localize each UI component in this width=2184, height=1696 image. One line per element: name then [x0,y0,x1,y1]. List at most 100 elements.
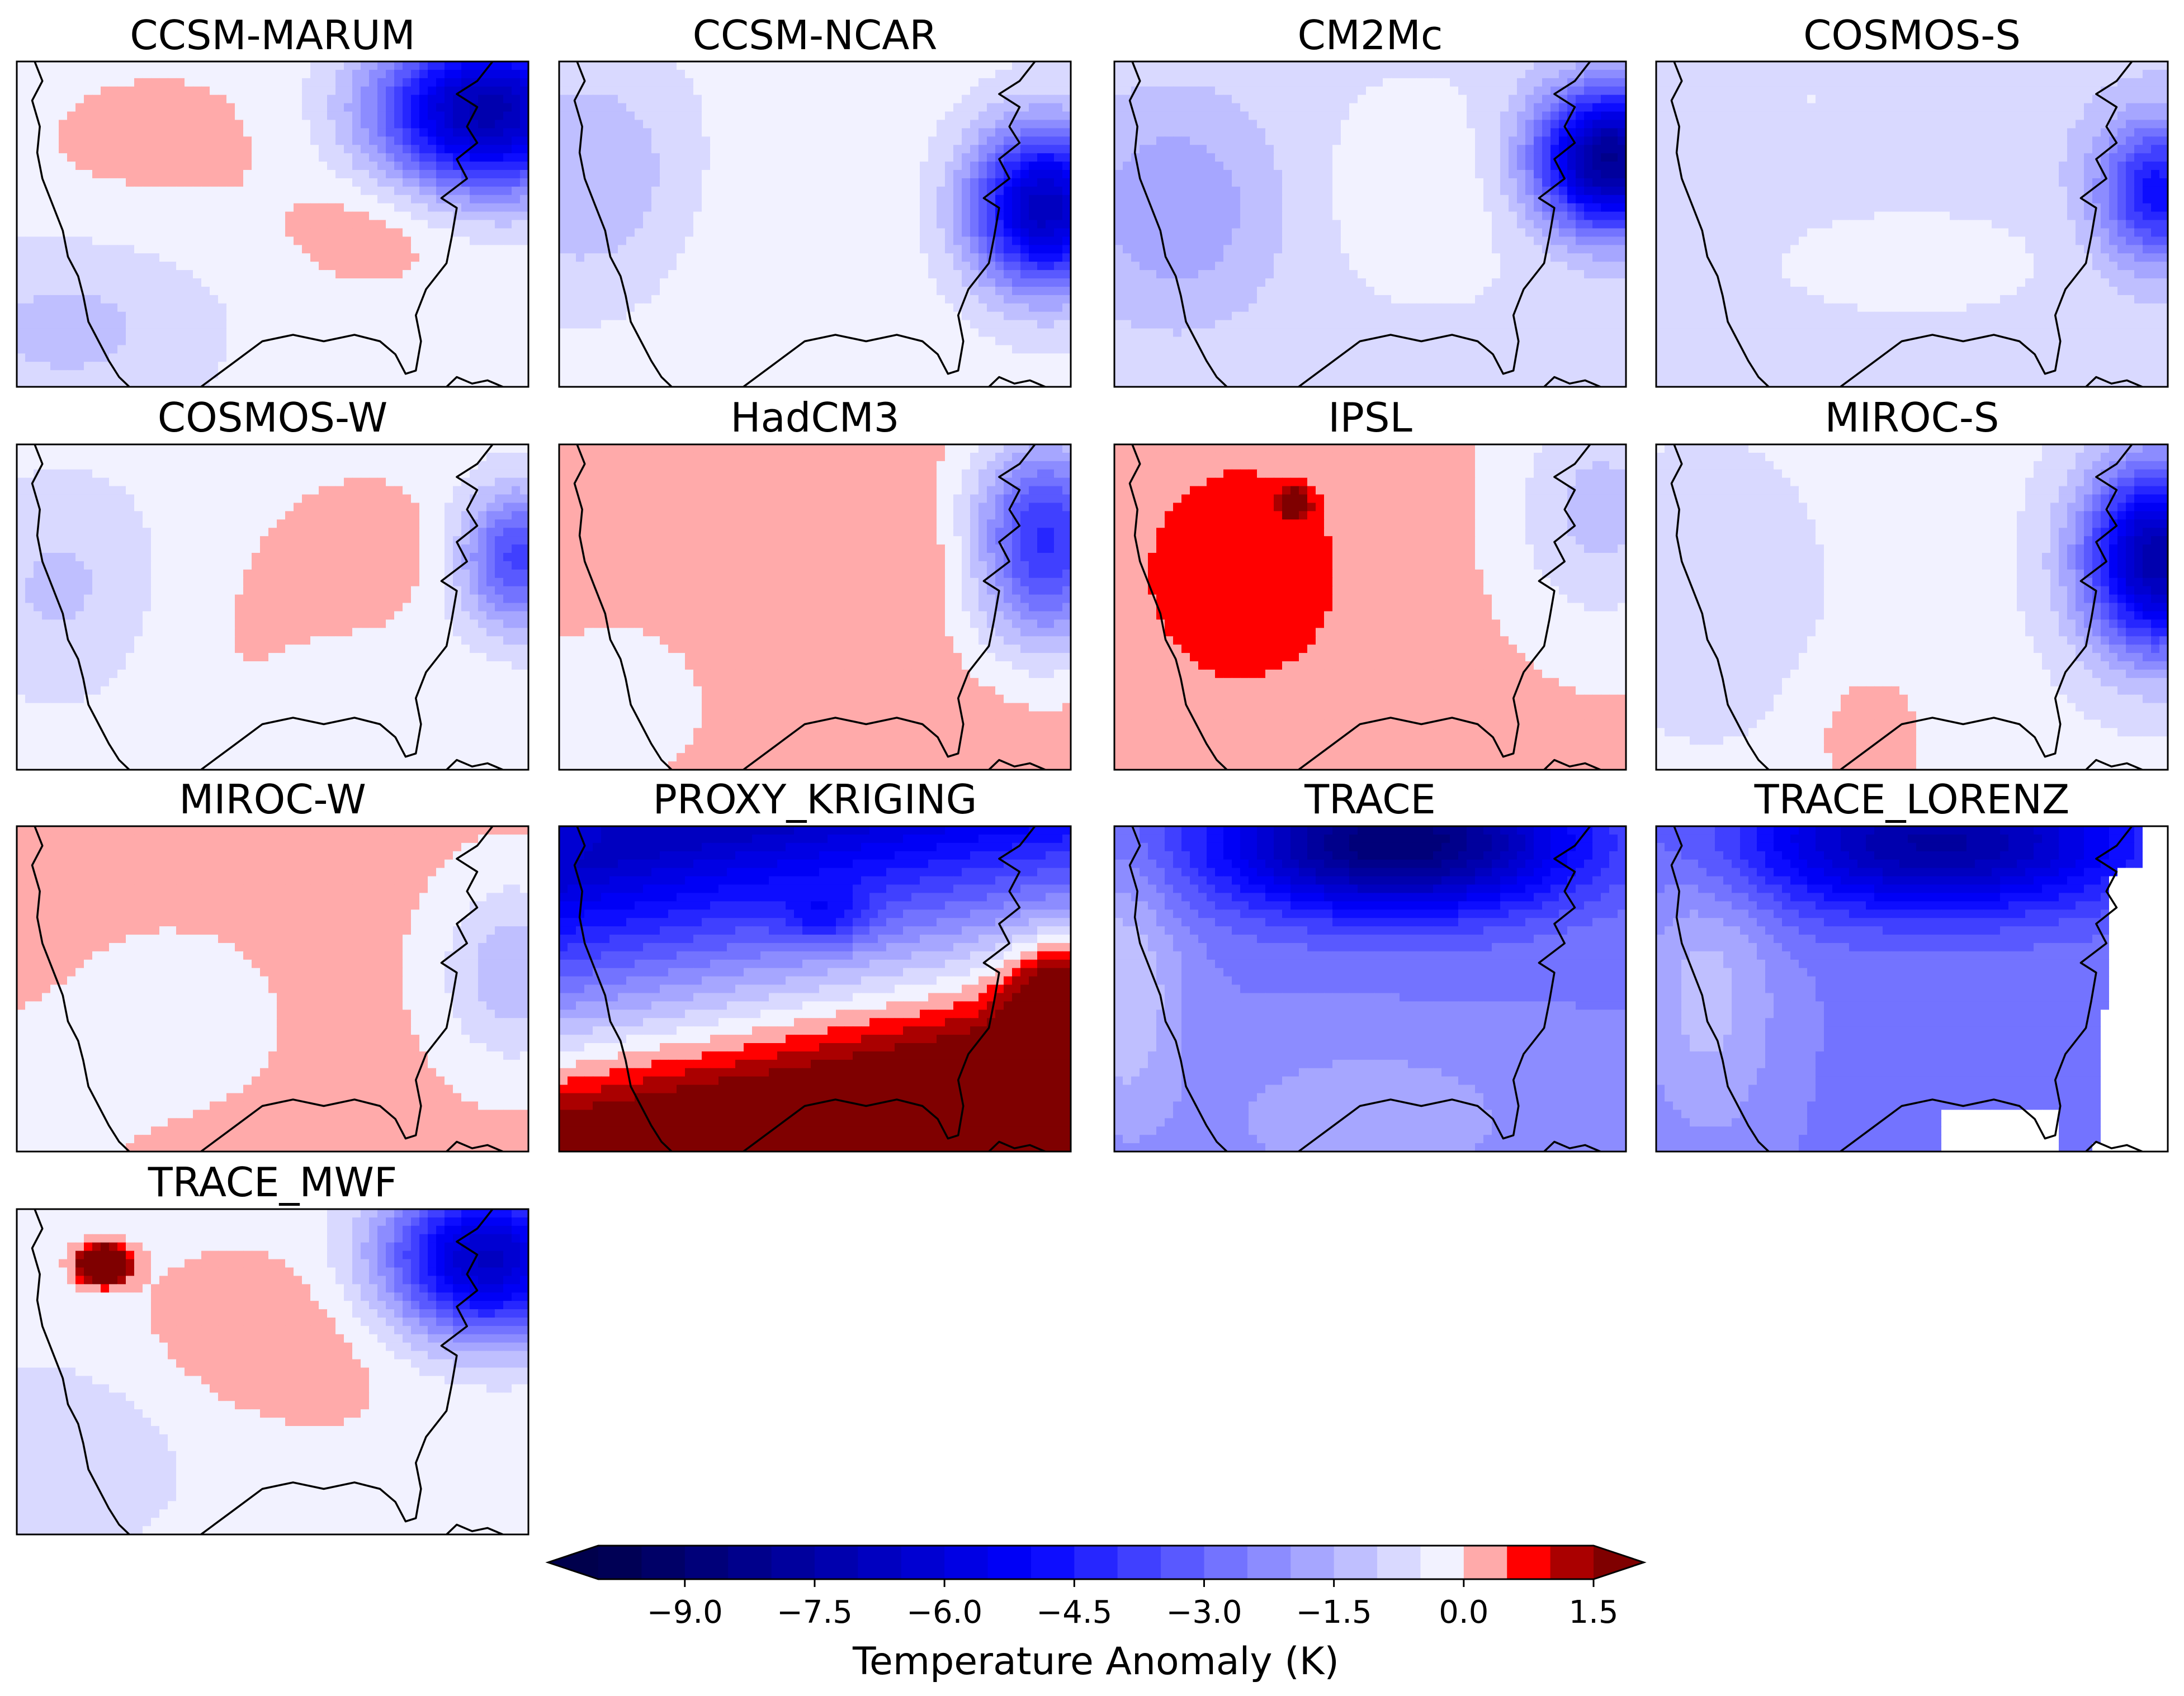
field-cell [302,278,311,287]
field-cell [903,170,912,179]
field-cell [486,353,495,363]
field-cell [911,211,920,221]
field-cell [335,362,344,371]
field-cell [794,69,803,79]
field-cell [618,178,627,187]
field-cell [727,86,736,96]
field-cell [794,145,803,154]
field-cell [635,286,644,296]
field-cell [752,86,761,96]
field-cell [126,270,135,279]
field-cell [411,128,420,138]
field-cell [226,94,235,104]
field-cell [735,303,744,312]
field-cell [1029,278,1038,287]
field-cell [735,103,744,112]
field-cell [193,370,202,379]
field-cell [609,328,618,338]
field-cell [277,295,286,304]
field-cell [828,178,836,187]
field-cell [911,178,920,187]
field-cell [618,311,627,321]
field-cell [185,86,193,96]
field-cell [520,128,528,138]
field-cell [593,303,602,312]
field-cell [84,295,93,304]
field-cell [1012,228,1021,238]
field-cell [987,136,996,146]
field-cell [126,362,135,371]
field-cell [310,295,319,304]
field-cell [453,378,462,387]
field-cell [861,94,870,104]
field-cell [1029,345,1038,354]
field-cell [853,128,862,138]
field-cell [1207,69,1216,79]
field-cell [1156,69,1165,79]
field-cell [811,378,820,387]
field-cell [970,78,979,87]
field-cell [386,120,395,129]
field-cell [802,353,811,363]
field-cell [134,286,143,296]
field-cell [394,270,403,279]
field-cell [760,178,769,187]
field-cell [584,370,593,379]
field-cell [117,337,126,346]
field-cell [584,328,593,338]
field-cell [1029,111,1038,121]
field-cell [1114,69,1123,79]
field-cell [42,328,51,338]
field-cell [802,311,811,321]
field-cell [1509,69,1518,79]
field-cell [786,270,795,279]
field-cell [660,236,669,246]
field-cell [1324,69,1333,79]
field-cell [794,278,803,287]
field-cell [218,128,227,138]
field-cell [319,236,328,246]
field-cell [520,203,528,212]
field-cell [428,270,437,279]
field-cell [710,195,719,204]
field-cell [101,236,110,246]
field-cell [453,328,462,338]
field-cell [25,286,34,296]
field-cell [953,262,962,271]
field-cell [626,153,635,162]
field-cell [685,211,694,221]
field-cell [828,286,836,296]
field-cell [584,311,593,321]
field-cell [67,186,76,196]
field-cell [568,370,576,379]
field-cell [593,328,602,338]
field-cell [25,311,34,321]
field-cell [920,362,929,371]
field-cell [319,94,328,104]
field-cell [593,353,602,363]
field-cell [987,345,996,354]
field-cell [1004,337,1013,346]
field-cell [911,120,920,129]
field-cell [34,186,42,196]
field-cell [760,253,769,262]
field-cell [478,162,487,170]
field-cell [1181,61,1190,70]
field-cell [593,136,602,146]
field-cell [945,228,954,238]
field-cell [660,262,669,271]
field-cell [559,186,568,196]
field-cell [735,145,744,154]
field-cell [218,145,227,154]
field-cell [75,136,84,146]
field-cell [811,353,820,363]
field-cell [101,186,110,196]
field-cell [226,78,235,87]
field-cell [67,378,76,387]
field-cell [486,178,495,187]
field-cell [1020,278,1029,287]
field-cell [559,337,568,346]
field-cell [1500,61,1509,70]
field-cell [643,120,652,129]
field-cell [361,69,370,79]
